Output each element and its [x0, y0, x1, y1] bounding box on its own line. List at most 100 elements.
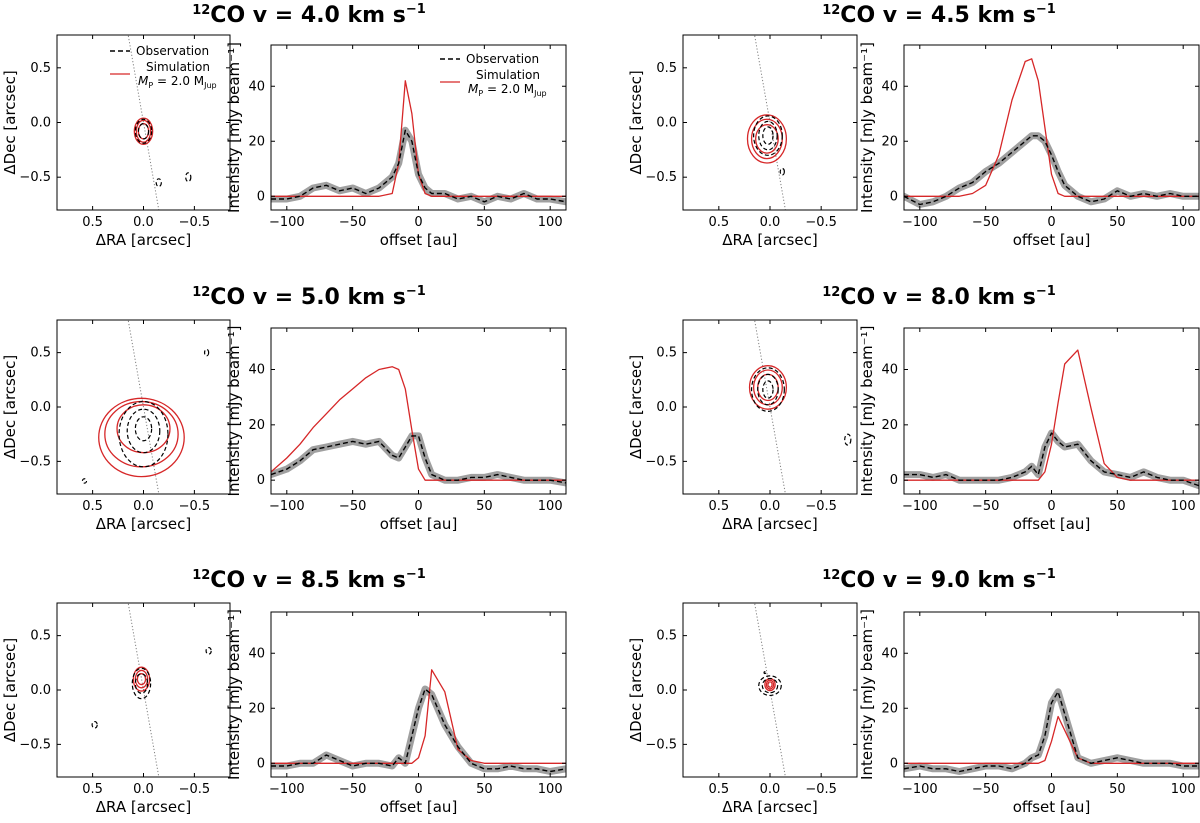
simulation-line — [271, 80, 566, 197]
title-superscript: 12 — [192, 285, 210, 300]
profile-xtick-label: 50 — [476, 782, 493, 797]
map-xtick-label: 0.5 — [708, 782, 729, 797]
profile-xtick-label: 0 — [414, 499, 422, 514]
profile-xlabel: offset [au] — [1013, 515, 1091, 533]
profile-xtick-label: −50 — [972, 215, 999, 230]
observation-contour — [126, 408, 161, 454]
simulation-contour — [136, 673, 147, 686]
map-ytick-label: −0.5 — [645, 454, 677, 469]
map-xtick-label: 0.5 — [82, 215, 103, 230]
profile-xtick-label: 0 — [1047, 499, 1055, 514]
profile-ylabel: Intensity [mJy beam⁻¹] — [225, 609, 243, 780]
legend-observation-label: Observation — [136, 44, 209, 58]
title-exponent: −1 — [406, 284, 426, 299]
cut-line — [127, 35, 160, 210]
map-xtick-label: 0.0 — [133, 499, 154, 514]
observation-uncertainty-band — [271, 432, 566, 487]
simulation-contour — [765, 679, 775, 690]
profile-xlabel: offset [au] — [380, 798, 458, 816]
observation-line — [904, 432, 1199, 487]
map-ytick-label: −0.5 — [19, 454, 51, 469]
legend-mass-label: MP = 2.0 MJup — [138, 74, 217, 90]
panel-title: 12CO v = 8.5 km s−1 — [192, 567, 426, 593]
legend-mass-value: = 2.0 M — [153, 74, 204, 88]
observation-contour — [763, 671, 767, 675]
map-xlabel: ΔRA [arcsec] — [96, 798, 191, 816]
profile-plot-area — [904, 349, 1199, 490]
simulation-contour — [755, 124, 779, 154]
profile-plot-area — [904, 688, 1199, 775]
map-plot-area — [754, 603, 786, 777]
observation-uncertainty-band — [271, 685, 566, 775]
observation-line — [271, 688, 566, 773]
panel-4: 12CO v = 8.0 km s−10.5 0.0 −0.50.50.0−0.5Δ… — [627, 284, 1200, 533]
observation-contour — [137, 122, 150, 140]
observation-contour — [185, 172, 192, 183]
title-text: CO v = 5.0 km s — [210, 285, 406, 310]
observation-uncertainty-band — [271, 126, 566, 206]
map-frame — [682, 34, 858, 211]
observation-line — [904, 135, 1199, 206]
simulation-contour — [135, 119, 152, 143]
map-ytick-label: −0.5 — [645, 170, 677, 185]
map-ytick-label: 0.5 — [656, 629, 677, 644]
title-text: CO v = 8.0 km s — [840, 285, 1036, 310]
profile-ylabel: Intensity [mJy beam⁻¹] — [225, 326, 243, 497]
profile-ytick-label: 40 — [881, 79, 898, 94]
title-text: CO v = 4.0 km s — [210, 3, 406, 28]
legend-mass-symbol: M — [468, 82, 479, 96]
legend-mass-subscript: P — [148, 81, 153, 90]
profile-xlabel: offset [au] — [1013, 798, 1091, 816]
map-xtick-label: −0.5 — [805, 782, 837, 797]
profile-xtick-label: −100 — [902, 499, 938, 514]
profile-ytick-label: 20 — [248, 418, 265, 433]
profile-xtick-label: −50 — [339, 215, 366, 230]
title-exponent: −1 — [1036, 567, 1056, 582]
profile-xtick-label: 100 — [538, 782, 563, 797]
profile-plot-area — [904, 58, 1199, 208]
map-plot-area — [91, 603, 212, 777]
observation-contour — [758, 675, 782, 697]
profile-ytick-label: 40 — [881, 646, 898, 661]
legend-simulation-label: Simulation — [146, 60, 210, 74]
profile-xtick-label: 50 — [1109, 215, 1126, 230]
profile-ytick-label: 0 — [257, 189, 265, 204]
observation-contour — [81, 478, 88, 484]
map-xtick-label: −0.5 — [179, 499, 211, 514]
profile-ylabel: Intensity [mJy beam⁻¹] — [858, 42, 876, 213]
map-plot-area — [127, 35, 192, 210]
map-ytick-label: −0.5 — [19, 737, 51, 752]
panel-title: 12CO v = 8.0 km s−1 — [822, 284, 1056, 310]
observation-line — [271, 435, 566, 484]
panel-2: 12CO v = 4.5 km s−10.5 0.0 −0.50.50.0−0.5Δ… — [627, 2, 1200, 249]
profile-xtick-label: 0 — [1047, 215, 1055, 230]
legend-observation-label: Observation — [466, 52, 539, 66]
panel-title: 12CO v = 5.0 km s−1 — [192, 284, 426, 310]
profile-ytick-label: 20 — [881, 418, 898, 433]
title-exponent: −1 — [1036, 284, 1056, 299]
simulation-line — [904, 349, 1199, 481]
profile-ytick-label: 20 — [248, 134, 265, 149]
map-ytick-label: 0.0 — [30, 116, 51, 131]
observation-contour — [762, 126, 774, 145]
map-xtick-label: 0.0 — [133, 782, 154, 797]
map-ytick-label: 0.5 — [30, 629, 51, 644]
map-xlabel: ΔRA [arcsec] — [96, 515, 191, 533]
profile-xtick-label: 50 — [476, 499, 493, 514]
map-xtick-label: 0.5 — [82, 782, 103, 797]
profile-plot-area — [271, 80, 566, 206]
simulation-contour — [746, 114, 788, 164]
observation-contour — [758, 120, 778, 151]
panel-title: 12CO v = 4.5 km s−1 — [822, 2, 1056, 28]
map-xtick-label: −0.5 — [179, 215, 211, 230]
panel-6: 12CO v = 9.0 km s−10.5 0.0 −0.50.50.0−0.5Δ… — [627, 567, 1200, 816]
map-plot-area — [746, 35, 788, 210]
map-ytick-label: 0.5 — [656, 346, 677, 361]
title-superscript: 12 — [192, 568, 210, 583]
profile-xtick-label: −100 — [269, 215, 305, 230]
map-xlabel: ΔRA [arcsec] — [96, 231, 191, 249]
profile-ylabel: Intensity [mJy beam⁻¹] — [225, 42, 243, 213]
map-xtick-label: 0.0 — [760, 499, 781, 514]
profile-ytick-label: 40 — [248, 646, 265, 661]
